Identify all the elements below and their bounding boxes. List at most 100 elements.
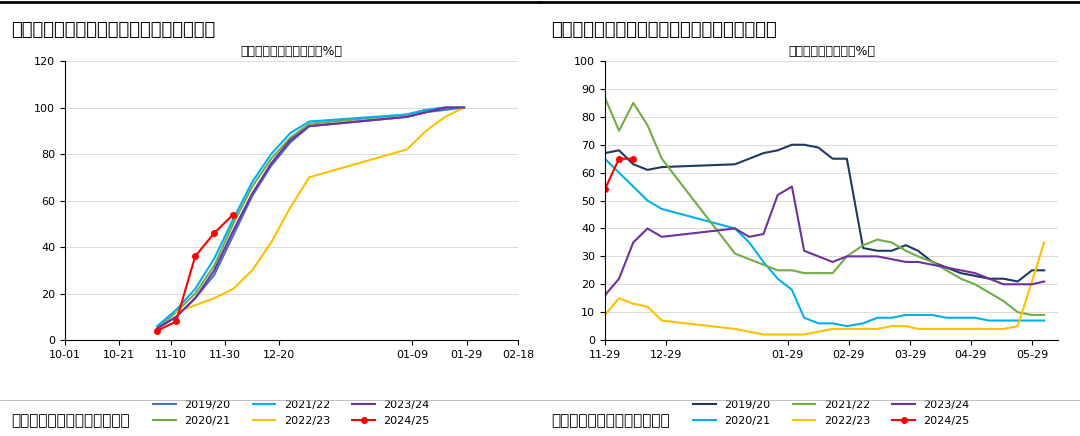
- 2020/21: [926, 312, 939, 317]
- 2019/20: [812, 145, 825, 150]
- 2024/25: [626, 156, 639, 161]
- 2022/23: [955, 326, 968, 331]
- 2020/21: [870, 315, 883, 320]
- 2022/23: [940, 326, 953, 331]
- 2024/25: [207, 231, 220, 236]
- 2023/24: [656, 234, 669, 239]
- 2019/20: [785, 142, 798, 147]
- 2021/22: [612, 128, 625, 133]
- Line: 2023/24: 2023/24: [158, 108, 464, 328]
- 2024/25: [227, 212, 240, 217]
- 2021/22: [757, 262, 770, 267]
- 2019/20: [900, 242, 913, 248]
- 2023/24: [265, 161, 278, 166]
- 2019/20: [246, 193, 259, 198]
- 2023/24: [826, 259, 839, 265]
- 2020/21: [743, 240, 756, 245]
- Legend: 2019/20, 2020/21, 2021/22, 2022/23, 2023/24, 2024/25: 2019/20, 2020/21, 2021/22, 2022/23, 2023…: [689, 396, 974, 430]
- 2021/22: [656, 156, 669, 161]
- 2022/23: [840, 326, 853, 331]
- 2022/23: [265, 240, 278, 245]
- 2022/23: [912, 326, 924, 331]
- 2020/21: [729, 226, 742, 231]
- 2020/21: [912, 312, 924, 317]
- 2020/21: [757, 259, 770, 265]
- 2019/20: [170, 314, 183, 320]
- 2021/22: [940, 268, 953, 273]
- 2019/20: [302, 123, 315, 129]
- 2021/22: [302, 119, 315, 124]
- 2021/22: [151, 324, 164, 329]
- 2019/20: [1038, 268, 1051, 273]
- 2020/21: [626, 184, 639, 189]
- 2019/20: [757, 150, 770, 156]
- 2023/24: [969, 270, 982, 276]
- 2023/24: [626, 240, 639, 245]
- 2024/25: [612, 156, 625, 161]
- 2020/21: [826, 321, 839, 326]
- 2024/25: [189, 254, 202, 259]
- 2021/22: [926, 259, 939, 265]
- 2020/21: [955, 315, 968, 320]
- 2019/20: [997, 276, 1010, 281]
- 2019/20: [955, 270, 968, 276]
- 2019/20: [207, 272, 220, 278]
- 2020/21: [856, 321, 869, 326]
- 2023/24: [207, 268, 220, 273]
- 2023/24: [743, 234, 756, 239]
- 2020/21: [170, 310, 183, 315]
- Line: 2020/21: 2020/21: [605, 159, 1044, 326]
- 2020/21: [798, 315, 811, 320]
- Line: 2021/22: 2021/22: [158, 108, 464, 326]
- 2023/24: [798, 248, 811, 253]
- 2021/22: [284, 130, 297, 136]
- 2023/24: [227, 228, 240, 233]
- 2020/21: [151, 326, 164, 331]
- 2020/21: [598, 156, 611, 161]
- 2021/22: [955, 276, 968, 281]
- 2021/22: [912, 254, 924, 259]
- 2021/22: [1011, 310, 1024, 315]
- 2023/24: [458, 105, 471, 110]
- 2023/24: [284, 137, 297, 143]
- 2019/20: [1026, 268, 1039, 273]
- Text: 数据来源：布交所，国富期货: 数据来源：布交所，国富期货: [551, 413, 670, 428]
- 2020/21: [189, 291, 202, 296]
- Text: 数据来源：布交所，国富期货: 数据来源：布交所，国富期货: [11, 413, 130, 428]
- Line: 2019/20: 2019/20: [158, 108, 464, 328]
- 2021/22: [246, 179, 259, 184]
- 2020/21: [284, 135, 297, 140]
- 2020/21: [656, 206, 669, 211]
- 2019/20: [458, 105, 471, 110]
- 2023/24: [598, 293, 611, 298]
- 2022/23: [997, 326, 1010, 331]
- 2020/21: [302, 121, 315, 126]
- 2022/23: [458, 105, 471, 110]
- 2022/23: [1038, 240, 1051, 245]
- 2023/24: [612, 276, 625, 281]
- 2022/23: [785, 332, 798, 337]
- Line: 2024/25: 2024/25: [154, 212, 237, 334]
- 2022/23: [626, 301, 639, 307]
- 2019/20: [886, 248, 899, 253]
- 2022/23: [771, 332, 784, 337]
- 2022/23: [798, 332, 811, 337]
- Text: 图：阿根廷大豆播种进度持续位于同期高位: 图：阿根廷大豆播种进度持续位于同期高位: [11, 21, 215, 39]
- 2020/21: [438, 105, 451, 110]
- 2023/24: [757, 232, 770, 237]
- Legend: 2019/20, 2020/21, 2021/22, 2022/23, 2023/24, 2024/25: 2019/20, 2020/21, 2021/22, 2022/23, 2023…: [149, 396, 434, 430]
- 2020/21: [997, 318, 1010, 323]
- 2022/23: [870, 326, 883, 331]
- 2019/20: [598, 150, 611, 156]
- Title: 阿根廷大豆优良率（%）: 阿根廷大豆优良率（%）: [788, 45, 875, 58]
- 2024/25: [170, 319, 183, 324]
- 2024/25: [151, 328, 164, 334]
- 2022/23: [757, 332, 770, 337]
- 2023/24: [840, 254, 853, 259]
- 2021/22: [771, 268, 784, 273]
- 2019/20: [1011, 279, 1024, 284]
- 2022/23: [438, 114, 451, 119]
- 2020/21: [207, 263, 220, 268]
- 2023/24: [1011, 282, 1024, 287]
- 2020/21: [886, 315, 899, 320]
